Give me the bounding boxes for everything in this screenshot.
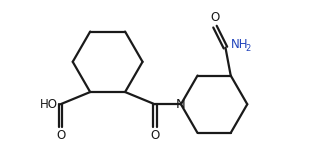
Text: O: O	[56, 129, 65, 142]
Text: N: N	[176, 98, 186, 111]
Text: O: O	[210, 11, 220, 24]
Text: 2: 2	[245, 44, 251, 53]
Text: O: O	[150, 129, 159, 142]
Text: NH: NH	[231, 38, 248, 51]
Text: HO: HO	[40, 98, 58, 111]
